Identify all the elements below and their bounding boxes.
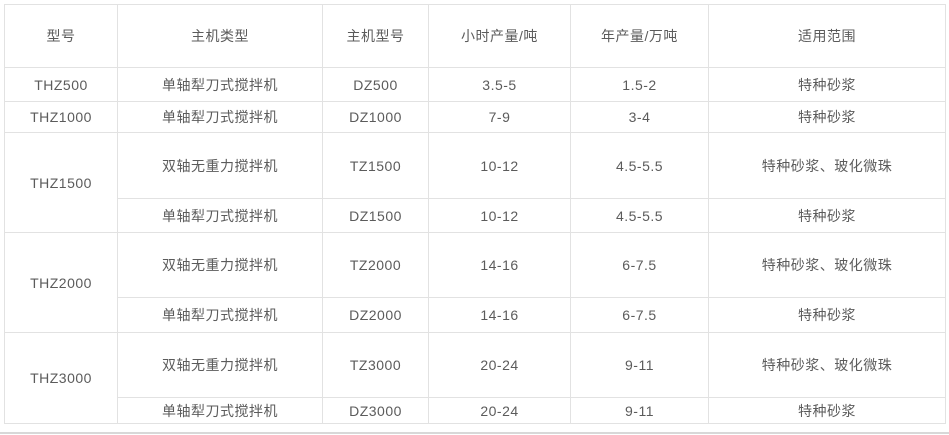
cell-scope: 特种砂浆: [708, 198, 946, 233]
cell-model: THZ2000: [4, 232, 118, 333]
cell-machine-model: DZ500: [322, 67, 429, 102]
cell-scope: 特种砂浆: [708, 101, 946, 133]
cell-annual-output: 3-4: [570, 101, 709, 133]
cell-scope: 特种砂浆、玻化微珠: [708, 232, 946, 298]
product-spec-table: 型号 主机类型 主机型号 小时产量/吨 年产量/万吨 适用范围 THZ500 单…: [4, 4, 946, 424]
cell-machine-model: DZ1500: [322, 198, 429, 233]
table-row: THZ3000 双轴无重力搅拌机 TZ3000 20-24 9-11 特种砂浆、…: [4, 332, 946, 424]
cell-scope: 特种砂浆、玻化微珠: [708, 332, 946, 398]
cell-machine-type: 单轴犁刀式搅拌机: [117, 297, 323, 333]
header-machine-model: 主机型号: [322, 4, 429, 68]
cell-machine-model: DZ2000: [322, 297, 429, 333]
table-row: 单轴犁刀式搅拌机 DZ1500 10-12 4.5-5.5 特种砂浆: [5, 198, 946, 233]
cell-hourly-output: 7-9: [428, 101, 571, 133]
cell-machine-model: DZ1000: [322, 101, 429, 133]
cell-annual-output: 6-7.5: [570, 232, 709, 298]
table-row: THZ1500 双轴无重力搅拌机 TZ1500 10-12 4.5-5.5 特种…: [4, 132, 946, 233]
cell-hourly-output: 10-12: [428, 198, 571, 233]
header-model: 型号: [4, 4, 118, 68]
cell-annual-output: 6-7.5: [570, 297, 709, 333]
cell-annual-output: 9-11: [570, 332, 709, 398]
cell-machine-type: 单轴犁刀式搅拌机: [117, 198, 323, 233]
header-machine-type: 主机类型: [117, 4, 323, 68]
cell-model: THZ500: [4, 67, 118, 102]
cell-hourly-output: 14-16: [428, 232, 571, 298]
cell-model: THZ1000: [4, 101, 118, 133]
cell-hourly-output: 20-24: [428, 397, 571, 424]
table-row: THZ500 单轴犁刀式搅拌机 DZ500 3.5-5 1.5-2 特种砂浆: [4, 67, 946, 102]
cell-machine-model: TZ1500: [322, 132, 429, 199]
cell-scope: 特种砂浆: [708, 397, 946, 424]
cell-hourly-output: 14-16: [428, 297, 571, 333]
cell-machine-type: 双轴无重力搅拌机: [117, 132, 323, 199]
table-row: 单轴犁刀式搅拌机 DZ2000 14-16 6-7.5 特种砂浆: [5, 297, 946, 333]
cell-machine-type: 单轴犁刀式搅拌机: [117, 101, 323, 133]
cell-machine-type: 双轴无重力搅拌机: [117, 232, 323, 298]
table-header-row: 型号 主机类型 主机型号 小时产量/吨 年产量/万吨 适用范围: [4, 4, 946, 68]
cell-annual-output: 4.5-5.5: [570, 132, 709, 199]
cell-model: THZ3000: [4, 332, 118, 424]
table-row: THZ1000 单轴犁刀式搅拌机 DZ1000 7-9 3-4 特种砂浆: [4, 101, 946, 133]
cell-scope: 特种砂浆: [708, 67, 946, 102]
cell-machine-model: DZ3000: [322, 397, 429, 424]
cell-annual-output: 9-11: [570, 397, 709, 424]
cell-annual-output: 4.5-5.5: [570, 198, 709, 233]
cell-hourly-output: 3.5-5: [428, 67, 571, 102]
header-annual-output: 年产量/万吨: [570, 4, 709, 68]
bottom-divider: [0, 432, 949, 434]
cell-machine-type: 单轴犁刀式搅拌机: [117, 397, 323, 424]
cell-machine-model: TZ2000: [322, 232, 429, 298]
cell-machine-type: 单轴犁刀式搅拌机: [117, 67, 323, 102]
cell-hourly-output: 10-12: [428, 132, 571, 199]
table-row: 单轴犁刀式搅拌机 DZ3000 20-24 9-11 特种砂浆: [5, 397, 946, 424]
header-hourly-output: 小时产量/吨: [428, 4, 571, 68]
cell-hourly-output: 20-24: [428, 332, 571, 398]
cell-scope: 特种砂浆、玻化微珠: [708, 132, 946, 199]
cell-scope: 特种砂浆: [708, 297, 946, 333]
table-row: THZ2000 双轴无重力搅拌机 TZ2000 14-16 6-7.5 特种砂浆…: [4, 232, 946, 333]
header-scope: 适用范围: [708, 4, 946, 68]
cell-machine-model: TZ3000: [322, 332, 429, 398]
cell-model: THZ1500: [4, 132, 118, 233]
cell-machine-type: 双轴无重力搅拌机: [117, 332, 323, 398]
cell-annual-output: 1.5-2: [570, 67, 709, 102]
